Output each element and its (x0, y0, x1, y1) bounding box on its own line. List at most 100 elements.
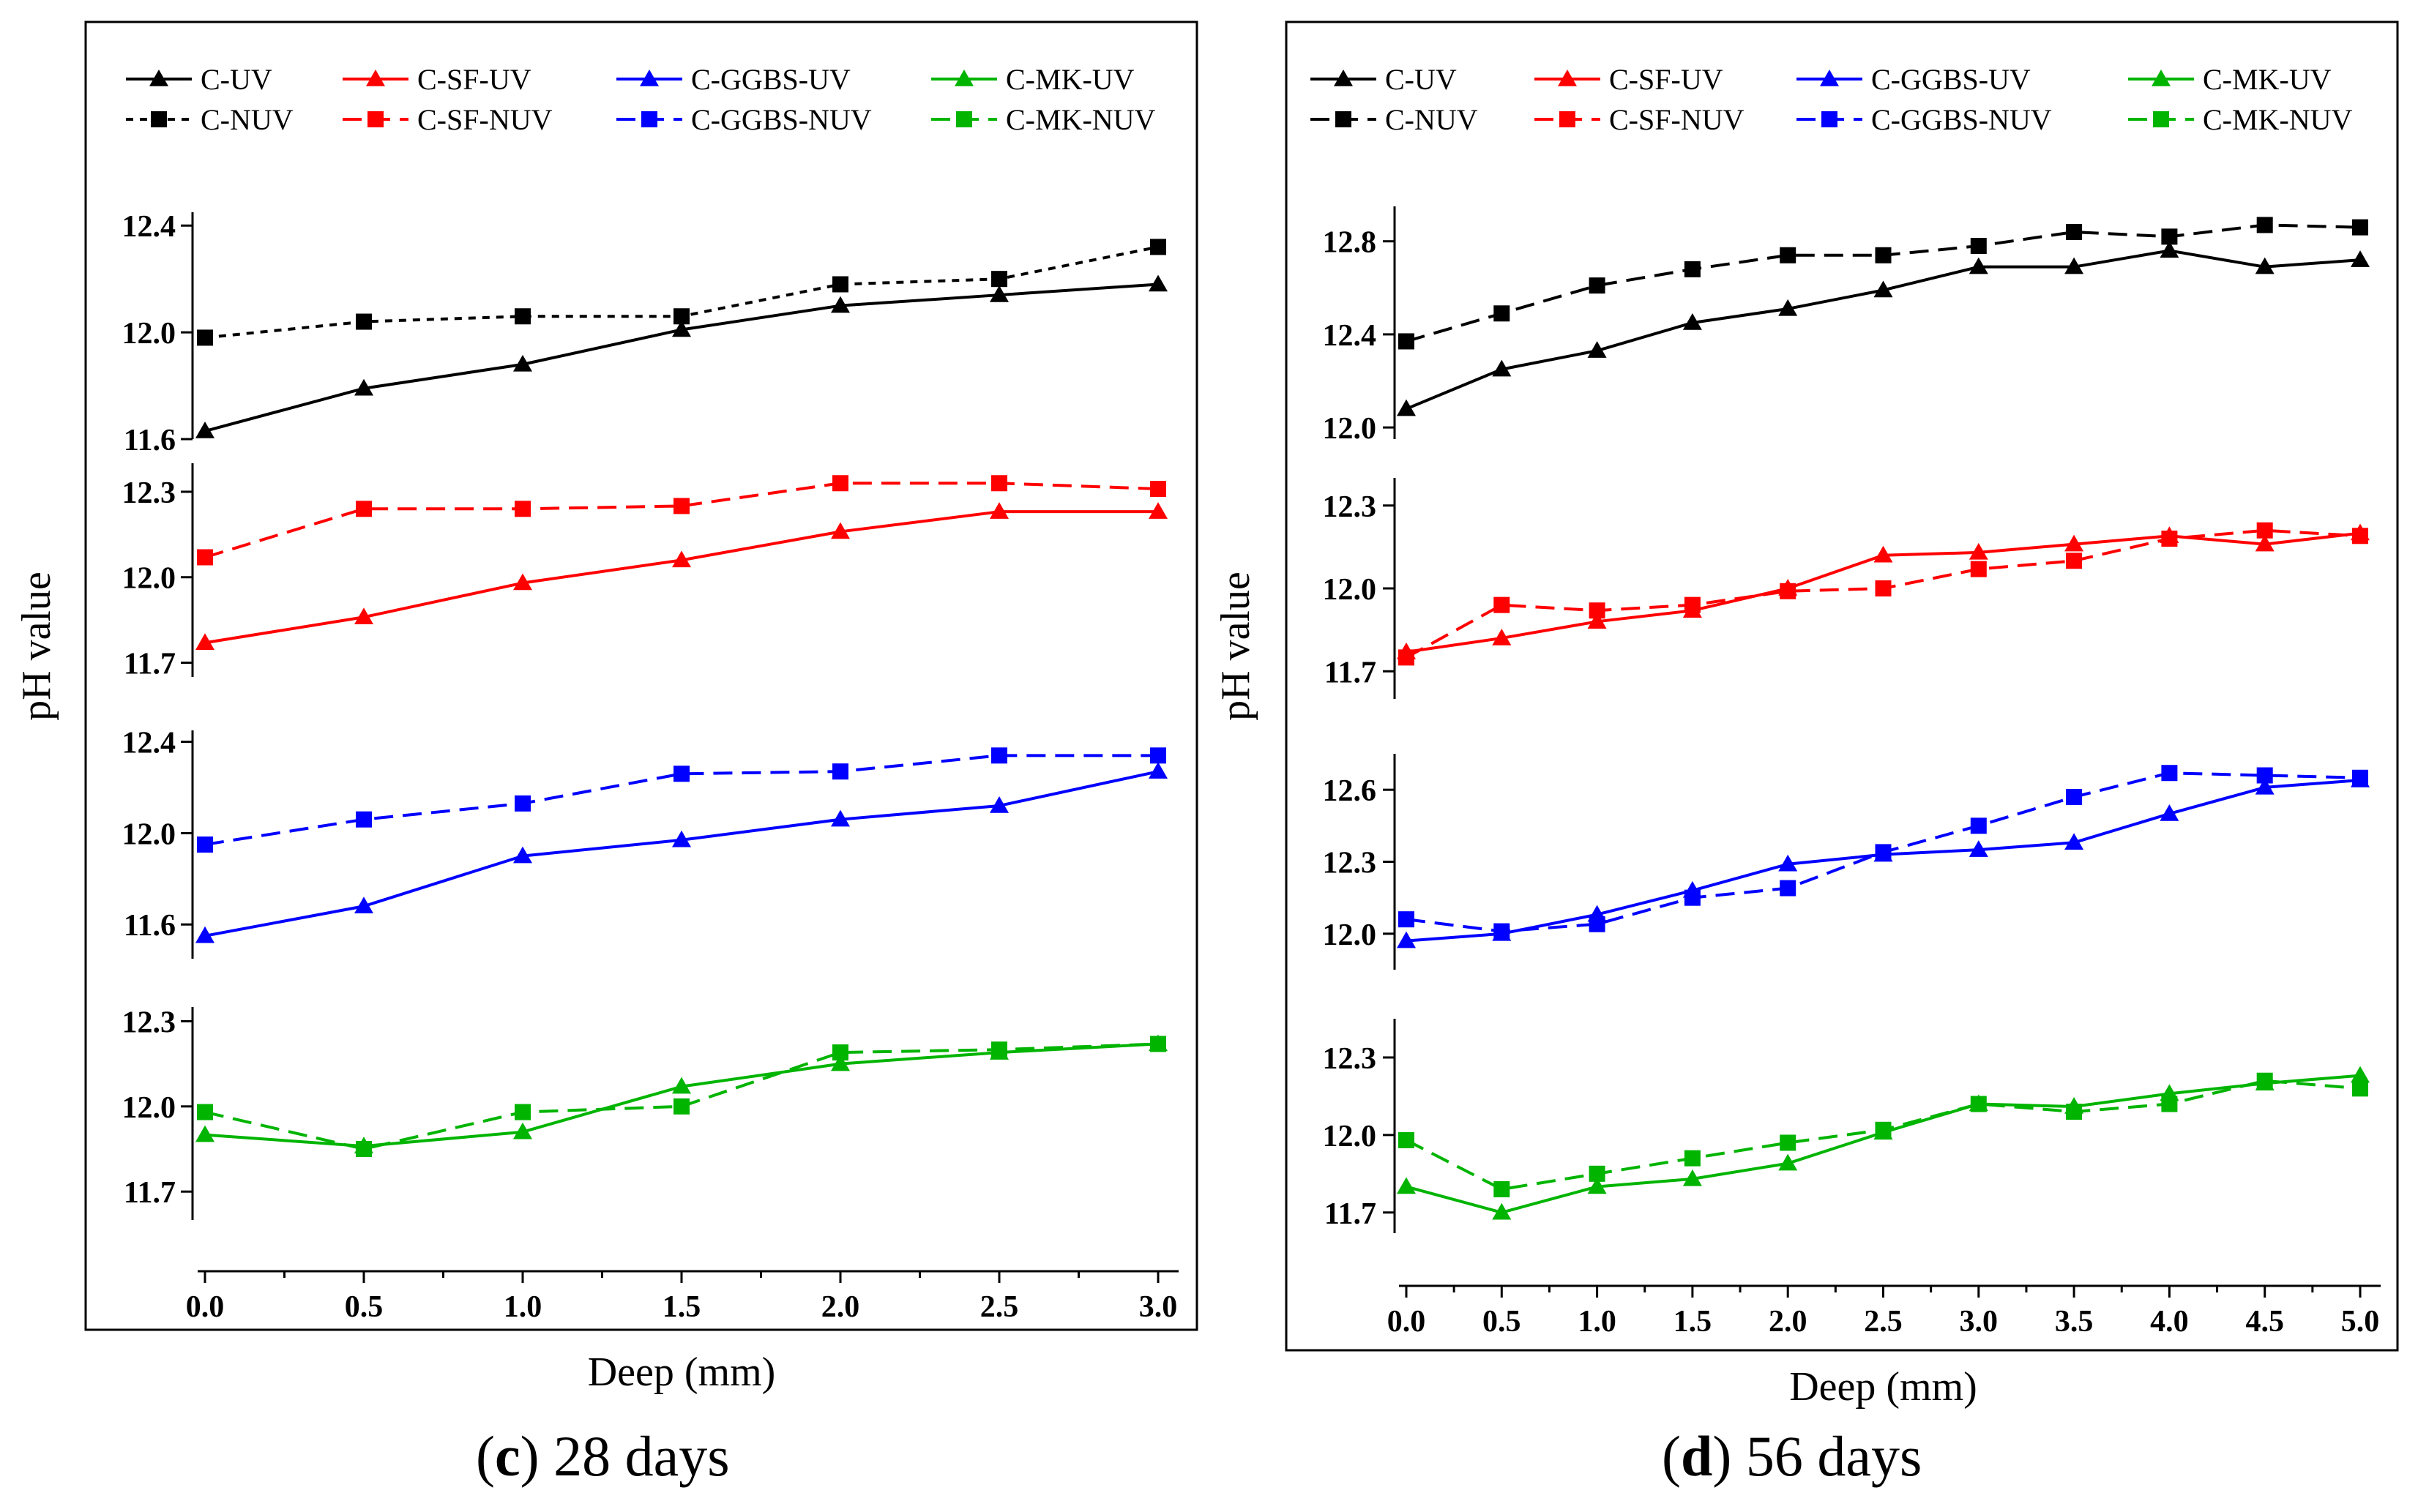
data-point (1587, 612, 1607, 629)
y-tick-label: 12.4 (122, 210, 176, 244)
data-point (1684, 1150, 1701, 1167)
y-tick-label: 12.4 (122, 727, 176, 760)
legend-marker (151, 111, 167, 127)
x-tick-label: 1.5 (663, 1290, 701, 1324)
data-point (673, 308, 690, 325)
legend-label: C-MK-NUV (1006, 103, 1156, 136)
legend-item: C-MK-UV (931, 63, 1135, 96)
data-point (1875, 1121, 1892, 1138)
legend-marker (1334, 70, 1353, 86)
data-point (1589, 277, 1605, 294)
x-tick-label: 0.5 (1482, 1305, 1521, 1339)
data-point (1493, 923, 1510, 940)
caption-right-letter: d (1680, 1424, 1713, 1488)
data-point (1397, 399, 1416, 416)
data-point (1970, 817, 1987, 834)
series-line (1406, 1074, 2361, 1214)
legend-item: C-GGBS-UV (616, 63, 851, 96)
series-c-mk-nuv (197, 1036, 1166, 1157)
legend-marker (1558, 70, 1577, 86)
legend-label: C-UV (201, 63, 272, 96)
data-point (1780, 1134, 1796, 1151)
y-tick-label: 11.7 (124, 648, 176, 681)
panel-frame (1285, 20, 2399, 1352)
y-tick-label: 12.0 (1323, 1120, 1377, 1153)
chart-panel-left: C-UV C-SF-UV C-GGBS-UV C-MK-UV C-NUV C-SF-NUV… (14, 20, 1198, 1395)
y-tick-label: 12.0 (1323, 573, 1377, 607)
series-c-mk-nuv (1398, 1072, 2368, 1197)
data-point (1398, 333, 1414, 350)
data-point (991, 271, 1007, 288)
data-point (1970, 561, 1987, 577)
y-tick-label: 12.8 (1323, 226, 1377, 260)
legend-item: C-UV (1310, 63, 1457, 96)
data-point (513, 1122, 532, 1139)
legend-label: C-GGBS-NUV (1871, 103, 2052, 136)
chart-panel-right: C-UV C-SF-UV C-GGBS-UV C-MK-UV C-NUV C-SF-NUV… (1213, 20, 2399, 1410)
data-point (356, 811, 372, 828)
data-point (831, 522, 850, 539)
y-tick-label: 12.4 (1323, 319, 1377, 353)
series-c-mk-uv (195, 1034, 1168, 1153)
subplot-2: 11.7 12.0 12.3 (1323, 478, 2370, 699)
y-tick-label: 12.0 (122, 817, 176, 851)
data-point (1684, 889, 1701, 906)
data-point (1150, 481, 1166, 498)
x-tick-label: 2.0 (1769, 1305, 1807, 1339)
y-tick-label: 12.0 (122, 1091, 176, 1125)
data-point (2160, 241, 2179, 258)
series-c-ggbs-nuv (1398, 765, 2368, 940)
data-point (2255, 777, 2275, 795)
data-point (1493, 596, 1510, 613)
data-point (1684, 261, 1701, 277)
data-point (195, 422, 214, 438)
x-axis-label: Deep (mm) (1789, 1364, 1977, 1410)
y-tick-label: 12.3 (1323, 1042, 1377, 1076)
series-c-sf-nuv (197, 475, 1166, 566)
data-point (1493, 305, 1510, 322)
data-point (197, 549, 213, 566)
data-point (356, 313, 372, 330)
x-tick-label: 4.0 (2150, 1305, 2189, 1339)
data-point (1969, 840, 1988, 857)
y-tick-label: 11.7 (1324, 1197, 1376, 1231)
data-point (1875, 844, 1892, 861)
x-tick-label: 3.0 (1139, 1290, 1178, 1324)
legend-label: C-SF-NUV (1609, 103, 1745, 136)
data-point (2160, 804, 2179, 821)
data-point (1780, 583, 1796, 599)
data-point (832, 1044, 848, 1061)
data-point (2066, 553, 2083, 569)
data-point (2351, 1066, 2370, 1083)
data-point (2256, 1072, 2273, 1089)
legend-item: C-GGBS-NUV (1796, 103, 2052, 136)
data-point (2161, 765, 2178, 782)
legend-label: C-MK-UV (1006, 63, 1135, 96)
data-point (2352, 1080, 2368, 1097)
data-point (831, 296, 850, 313)
data-point (832, 475, 848, 492)
legend-marker (955, 70, 974, 86)
data-point (1587, 341, 1607, 358)
series-c-ggbs-nuv (197, 747, 1166, 853)
subplot-1: 11.6 12.0 12.4 (122, 210, 1168, 457)
data-point (832, 276, 848, 293)
caption-left: (c) 28 days (476, 1424, 730, 1488)
caption-right: (d) 56 days (1662, 1424, 1922, 1488)
data-point (1492, 1202, 1512, 1220)
data-point (2066, 789, 2083, 805)
data-point (832, 763, 848, 780)
y-tick-label: 12.0 (1323, 412, 1377, 446)
data-point (990, 285, 1009, 302)
legend-item: C-NUV (1310, 103, 1478, 136)
data-point (1778, 854, 1798, 872)
data-point (1492, 628, 1512, 645)
data-point (2161, 228, 2178, 245)
legend-item: C-NUV (126, 103, 294, 136)
data-point (990, 502, 1009, 519)
data-point (831, 1054, 850, 1071)
data-point (1149, 502, 1168, 519)
series-c-sf-nuv (1398, 522, 2368, 666)
x-tick-label: 0.0 (1387, 1305, 1426, 1339)
